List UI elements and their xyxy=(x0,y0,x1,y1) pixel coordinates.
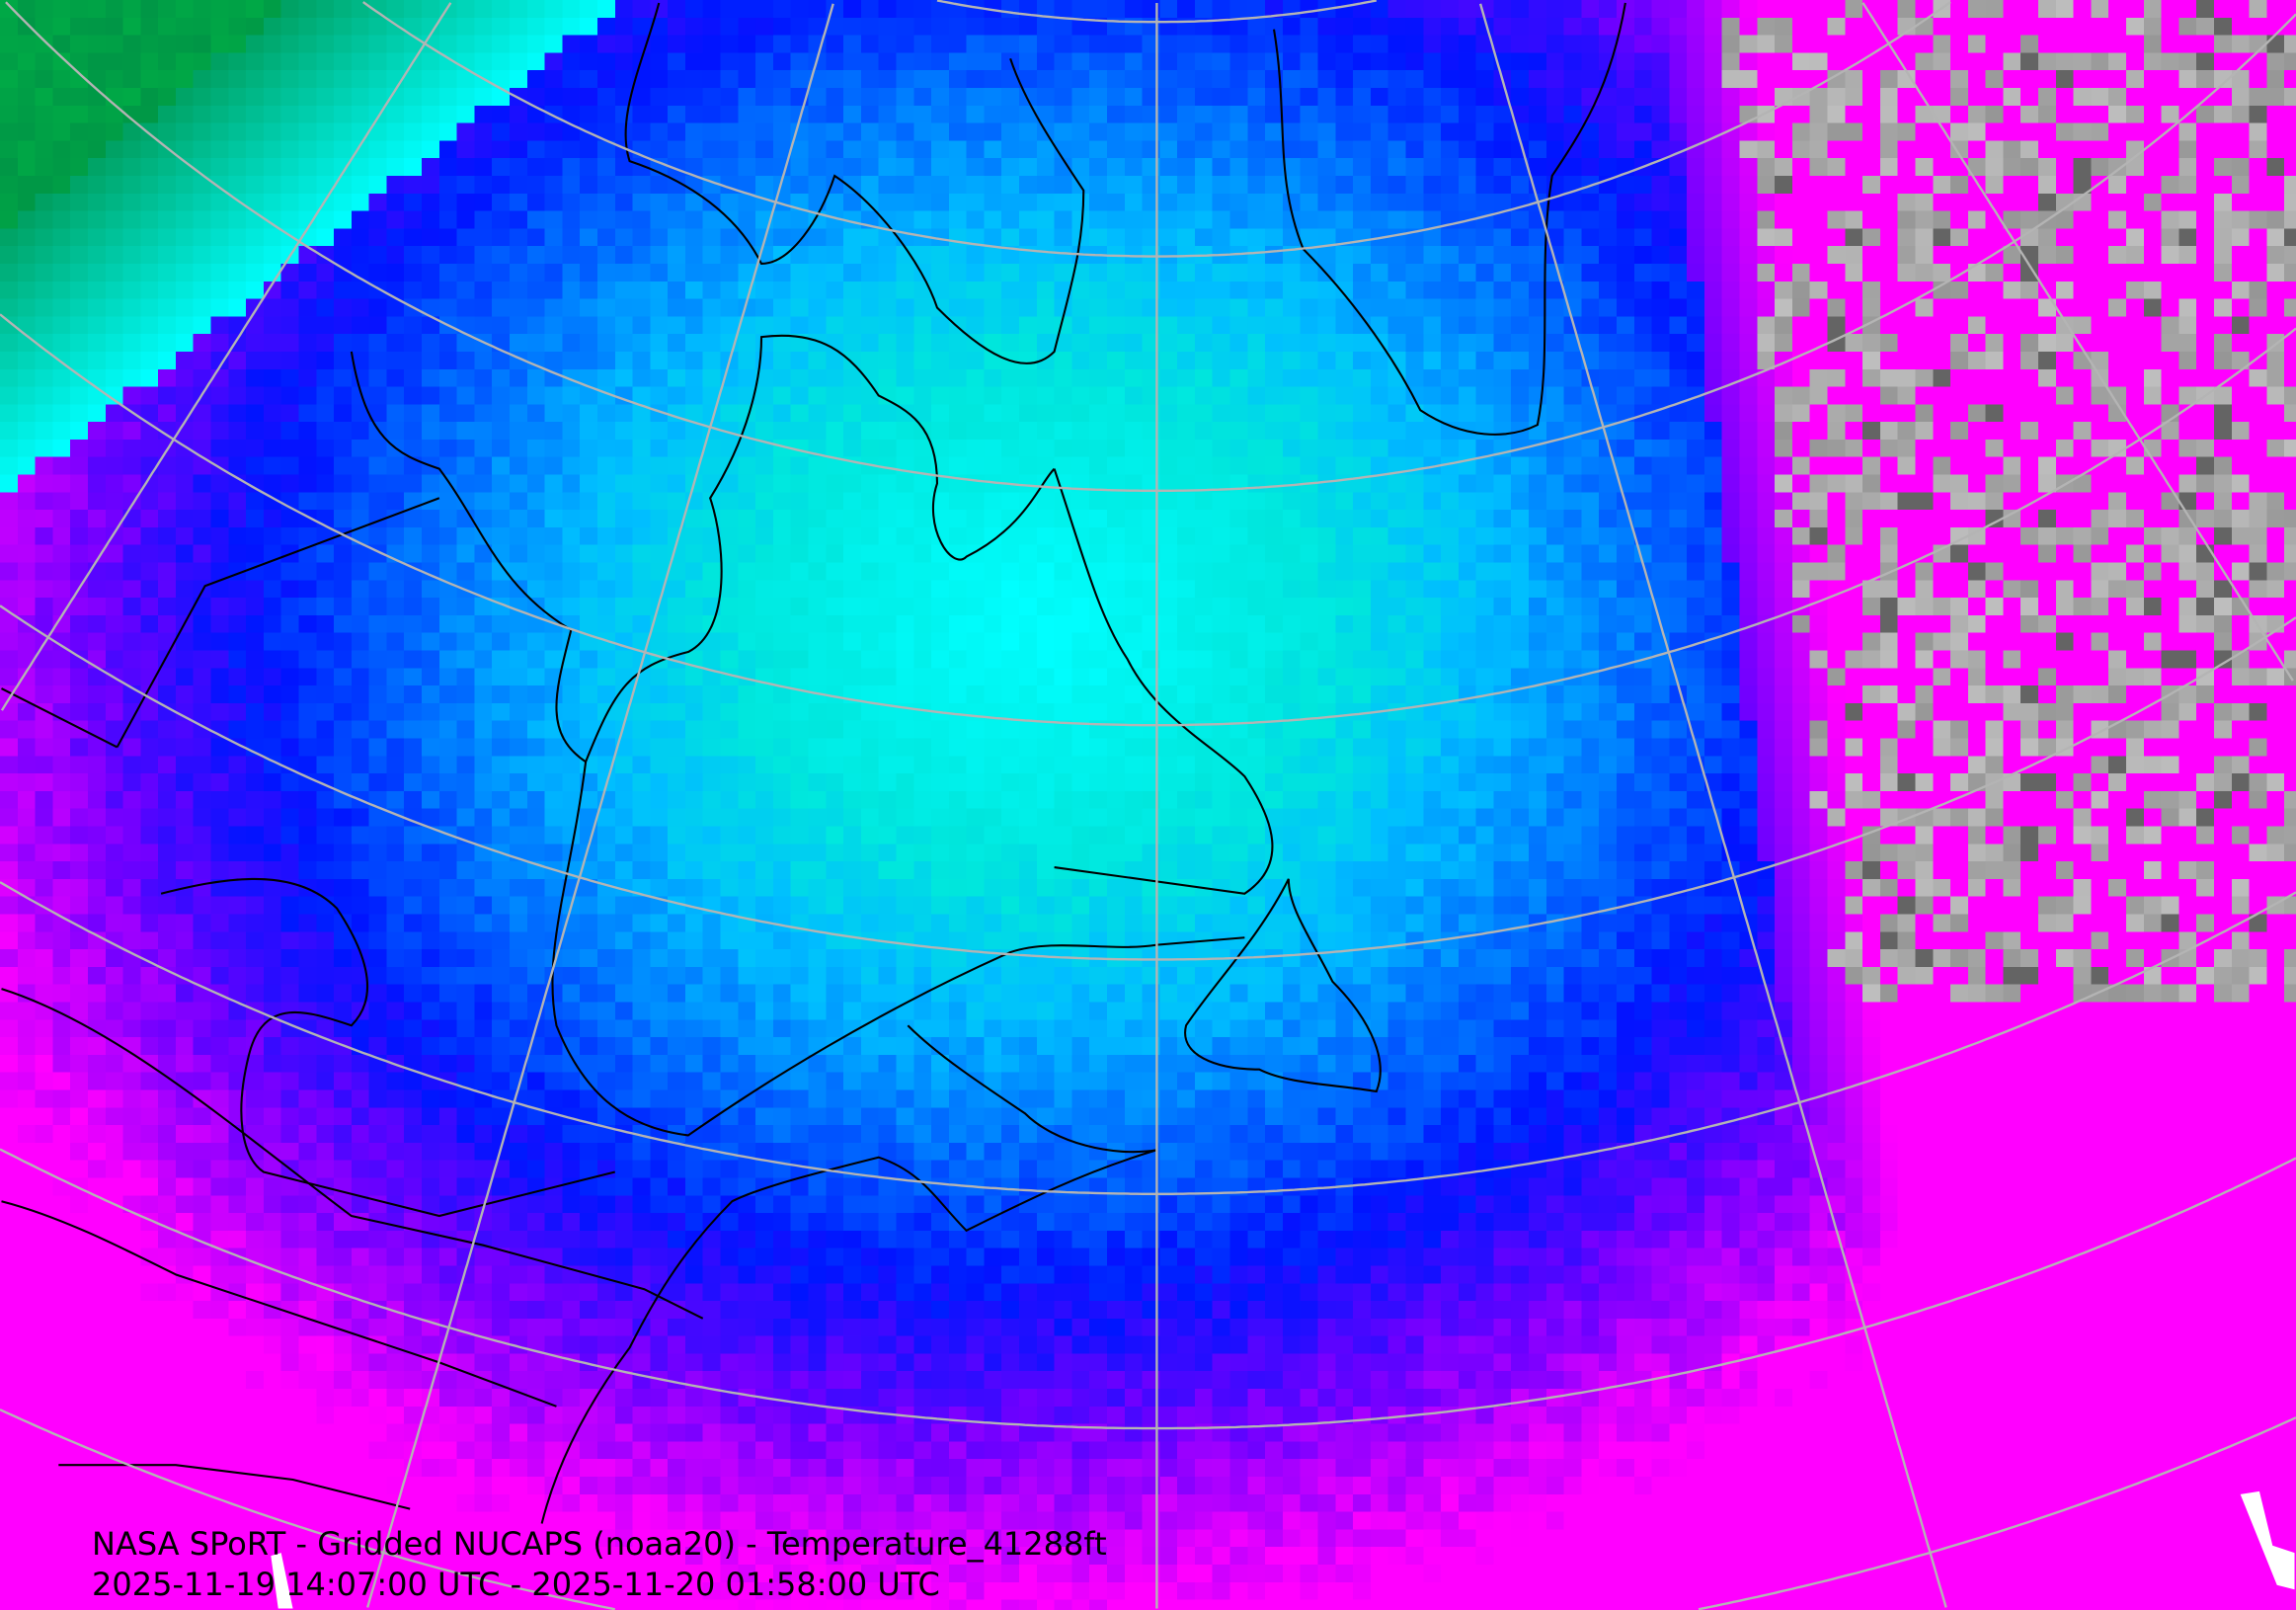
hudson-bay-coast xyxy=(350,334,1056,764)
longitude-line xyxy=(0,2,452,711)
latitude-line xyxy=(0,1148,2296,1430)
latitude-line xyxy=(0,1409,616,1610)
map-title: NASA SPoRT - Gridded NUCAPS (noaa20) - T… xyxy=(92,1525,1107,1563)
great-lakes xyxy=(160,877,616,1218)
latitude-line xyxy=(5,1,2296,493)
latitude-line xyxy=(0,313,2296,727)
missing-data-patch xyxy=(2240,1490,2295,1590)
longitude-line xyxy=(1478,3,1947,1608)
missing-data-marks xyxy=(271,1490,2295,1609)
maritimes-coast xyxy=(540,1024,1157,1524)
longitude-line xyxy=(366,3,834,1608)
longitude-line xyxy=(1861,2,2294,682)
greenland-coast xyxy=(1272,2,1626,436)
map-time-range: 2025-11-19 14:07:00 UTC - 2025-11-20 01:… xyxy=(92,1566,940,1603)
quebec-coast xyxy=(551,762,1245,1137)
state-borders xyxy=(1,497,704,1510)
latitude-line xyxy=(0,604,2296,961)
baffin-coast xyxy=(624,2,1085,364)
missing-data-patch xyxy=(271,1553,293,1609)
labrador-coast xyxy=(1053,468,1274,895)
newfoundland-coast xyxy=(1184,878,1382,1093)
latitude-line xyxy=(1698,1416,2296,1610)
latitude-line xyxy=(0,881,2296,1195)
coastlines xyxy=(1,2,1626,1524)
